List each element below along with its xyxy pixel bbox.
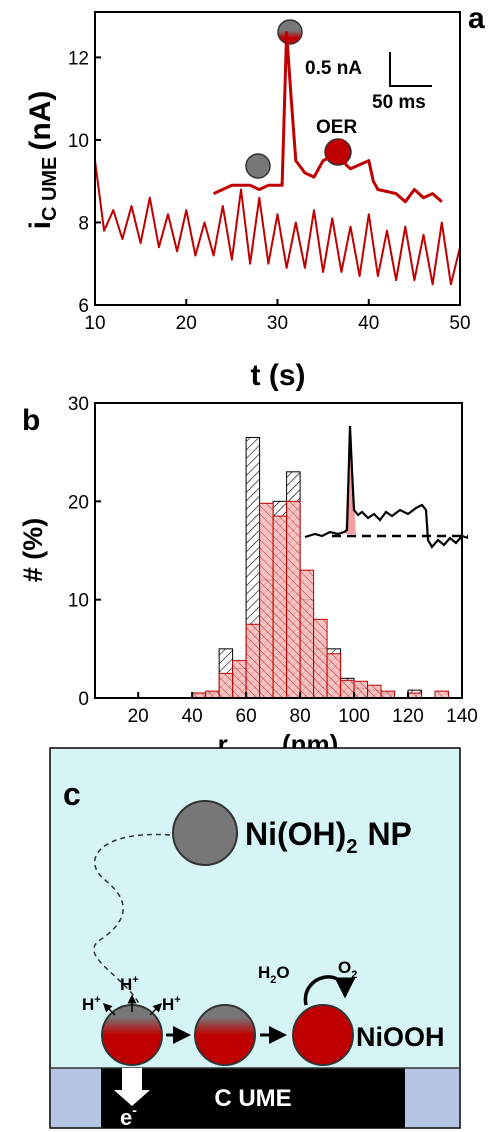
x-axis-label: t (s)	[251, 359, 306, 392]
water: H2O	[258, 963, 290, 986]
nanoparticle-oxidized	[292, 1004, 354, 1066]
water-h: H	[258, 963, 270, 982]
scale-bar	[389, 52, 432, 87]
proton: H+	[82, 994, 101, 1014]
proton: H+	[162, 994, 181, 1014]
electron-label: e-	[120, 1102, 137, 1130]
x-tick-label: 40	[182, 706, 203, 727]
x-tick-label: 100	[338, 706, 370, 727]
x-tick-label: 80	[290, 706, 311, 727]
np-marker-oxidized	[324, 138, 352, 166]
x-tick-label: 120	[392, 706, 424, 727]
x-tick-label: 50	[449, 313, 470, 334]
histogram-bar	[232, 660, 247, 699]
x-tick-label: 30	[267, 313, 288, 334]
histogram-bar	[340, 679, 355, 699]
oxygen: O2	[338, 958, 357, 981]
electron: e	[120, 1105, 132, 1130]
np-suffix: NP	[367, 816, 411, 852]
y-tick-label: 10	[68, 591, 89, 612]
y-tick-label: 6	[78, 296, 89, 317]
histogram-bar	[205, 690, 220, 699]
y-tick-label: 8	[78, 213, 89, 234]
histogram-bar	[299, 569, 315, 699]
histogram-bar	[434, 690, 450, 699]
proton-symbol: H	[162, 995, 174, 1014]
x-tick-label: 10	[84, 313, 105, 334]
x-tick-label: 20	[128, 706, 149, 727]
proton-symbol: H	[120, 975, 132, 994]
scale-time: 50 ms	[372, 92, 426, 113]
electron-charge: -	[132, 1102, 137, 1118]
np-subscript: 2	[346, 836, 357, 858]
histogram-bar	[367, 684, 382, 699]
oxygen-sub: 2	[351, 969, 357, 981]
histogram-bar	[272, 515, 288, 699]
histogram-bar	[326, 653, 342, 699]
panel-label: b	[22, 404, 40, 437]
np-marker	[245, 153, 271, 179]
line-series	[212, 31, 443, 204]
x-tick-label: 40	[358, 313, 379, 334]
panel-label: a	[468, 2, 485, 35]
histogram-bar	[286, 500, 301, 699]
nanoparticle-reacting	[101, 1004, 163, 1066]
np-marker-transition	[277, 19, 303, 45]
histogram-bar	[218, 672, 234, 699]
x-tick-label: 140	[446, 706, 478, 727]
histogram-bar	[245, 623, 261, 699]
water-o: O	[276, 963, 289, 982]
histogram-bar	[380, 690, 396, 699]
schematic: c Ni(OH)2 NP e- C UME NiOOH H+ H+ H+ H2O …	[49, 747, 461, 1130]
electrode	[101, 1068, 405, 1128]
y-label-unit: (nA)	[24, 91, 57, 151]
histogram-bar	[313, 618, 328, 699]
chart-panel: 20 40 60 80 100 120 140 0 10 20 30	[68, 394, 478, 727]
product-label: NiOOH	[356, 1022, 445, 1052]
y-axis-label: # (%)	[18, 518, 48, 583]
plot-frame	[94, 11, 461, 306]
nanoparticle-converting	[194, 1004, 256, 1066]
x-label-main: r	[218, 729, 228, 759]
line-series	[94, 160, 461, 286]
oxygen-o: O	[338, 958, 351, 977]
proton-charge: +	[174, 994, 180, 1006]
plot-frame	[94, 402, 463, 699]
nanoparticle	[172, 800, 238, 866]
proton-symbol: H	[82, 995, 94, 1014]
electrode-label: C UME	[214, 1085, 291, 1112]
proton-charge: +	[94, 994, 100, 1006]
histogram-bar	[259, 502, 274, 699]
insulator	[51, 1068, 101, 1127]
x-tick-label: 20	[176, 313, 197, 334]
y-tick-label: 12	[68, 48, 89, 69]
y-label-main: i	[24, 221, 57, 229]
np-label: Ni(OH)2 NP	[245, 816, 412, 858]
y-axis-label: iC UME (nA)	[24, 91, 61, 230]
water-sub: 2	[270, 974, 276, 986]
histogram-bar	[353, 680, 369, 699]
electron-arrow	[114, 1068, 150, 1106]
inset-trace	[304, 425, 469, 549]
np-formula: Ni(OH)	[245, 816, 346, 852]
y-tick-label: 20	[68, 492, 89, 513]
panel-label: c	[63, 776, 81, 812]
y-label-sub: C UME	[39, 157, 61, 221]
y-tick-label: 0	[78, 689, 89, 710]
y-tick-label: 10	[68, 131, 89, 152]
event-label: OER	[316, 117, 357, 138]
scale-current: 0.5 nA	[305, 58, 362, 79]
proton: H+	[120, 974, 139, 994]
proton-charge: +	[132, 974, 138, 986]
x-tick-label: 60	[236, 706, 257, 727]
solution	[49, 747, 461, 1129]
y-tick-label: 30	[68, 394, 89, 415]
chart-panel: 10 20 30 40 50 6 8 10 12	[68, 11, 471, 334]
insulator	[405, 1068, 459, 1127]
